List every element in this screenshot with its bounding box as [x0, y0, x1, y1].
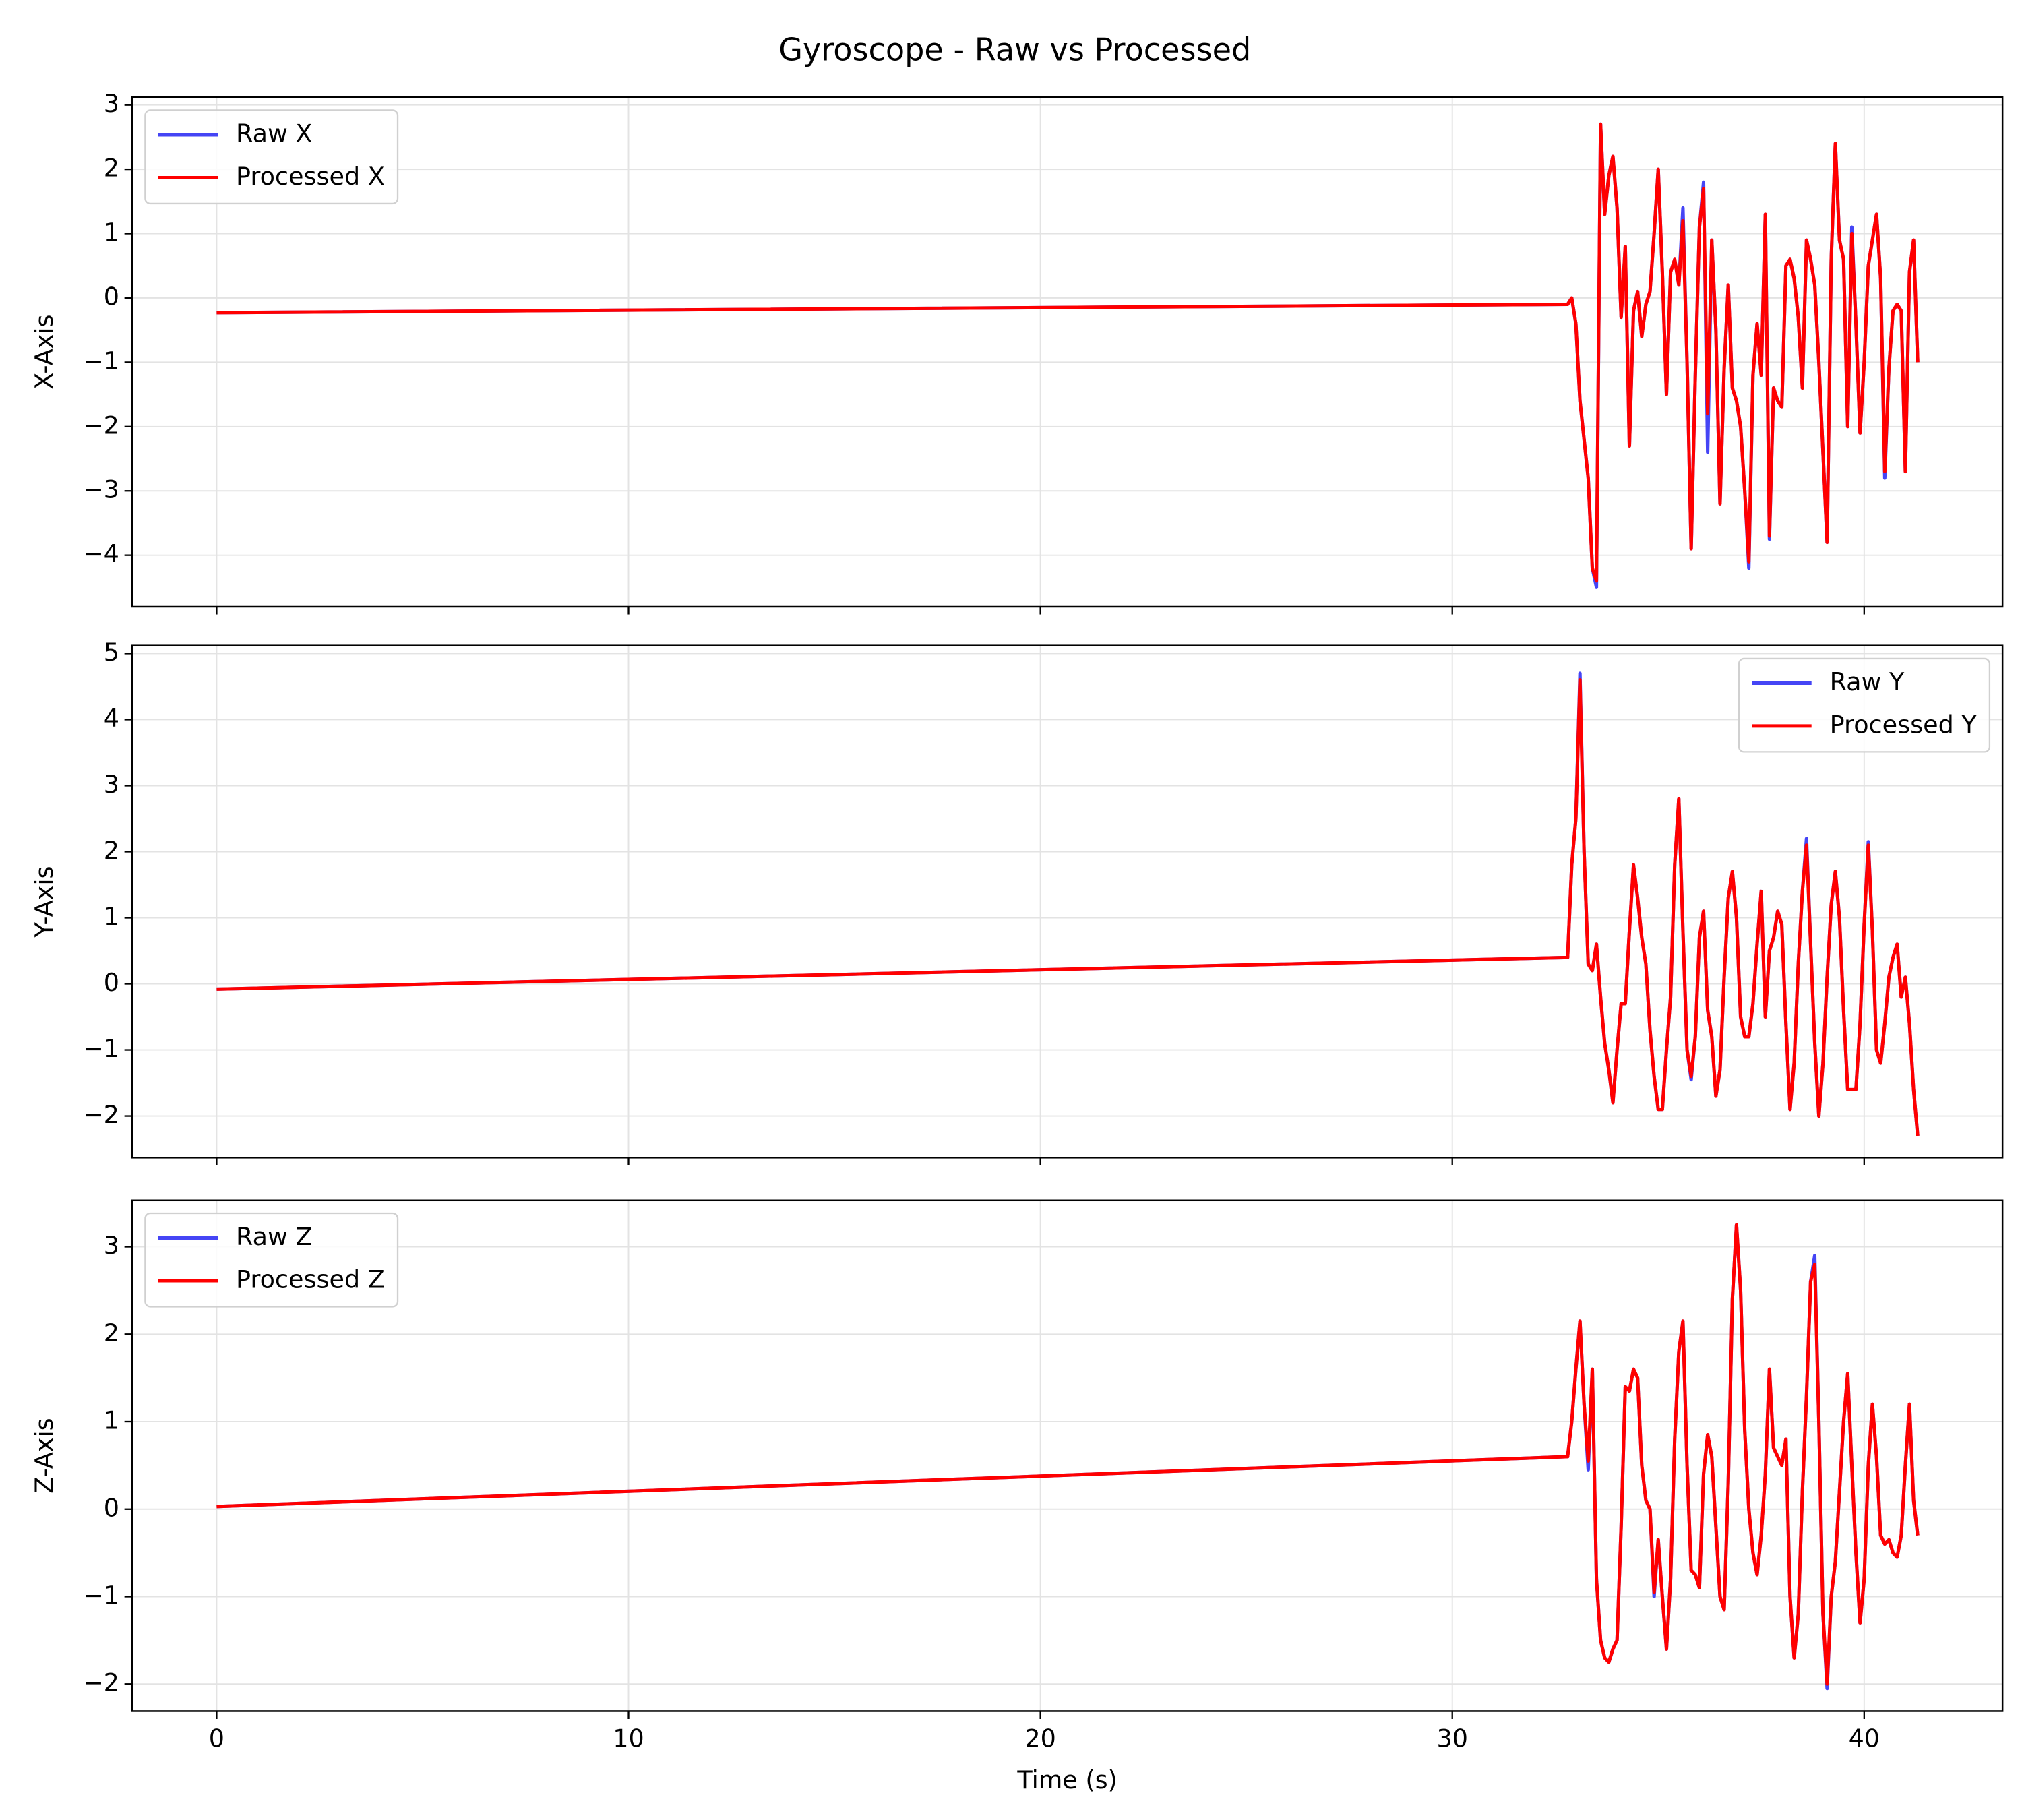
legend-label: Processed Y	[1830, 710, 1978, 739]
y-tick-label: −2	[83, 1668, 119, 1697]
y-tick-label: −1	[83, 1581, 119, 1610]
y-tick-label: 0	[104, 282, 119, 311]
x-tick-label: 10	[613, 1724, 644, 1753]
x-tick-label: 30	[1436, 1724, 1467, 1753]
y-tick-label: −1	[83, 346, 119, 375]
series-line	[216, 122, 1920, 583]
y-tick-label: −1	[83, 1034, 119, 1063]
y-tick-label: 4	[104, 704, 119, 733]
y-tick-label: 2	[104, 154, 119, 183]
axes-frame	[131, 96, 2004, 608]
y-axis-label: Y-Axis	[30, 866, 59, 938]
y-tick-label: 0	[104, 1493, 119, 1522]
axes-frame	[131, 644, 2004, 1159]
y-tick-label: 0	[104, 968, 119, 997]
legend: Raw Z Processed Z	[144, 1212, 399, 1308]
y-axis-label: X-Axis	[30, 314, 59, 389]
y-tick-label: −3	[83, 475, 119, 504]
legend: Raw Y Processed Y	[1738, 657, 1991, 753]
legend: Raw X Processed X	[144, 109, 399, 205]
axes-frame	[131, 1199, 2004, 1712]
y-tick-label: 5	[104, 638, 119, 667]
legend-label: Processed X	[236, 162, 385, 191]
x-axis-label: Time (s)	[1016, 1765, 1117, 1794]
figure-title: Gyroscope - Raw vs Processed	[778, 31, 1251, 67]
y-axis-label: Z-Axis	[30, 1418, 59, 1494]
y-tick-label: 3	[104, 89, 119, 118]
legend-label: Raw Z	[236, 1222, 312, 1251]
y-tick-label: 2	[104, 1318, 119, 1347]
y-tick-label: −2	[83, 1100, 119, 1129]
y-tick-label: 3	[104, 1231, 119, 1260]
y-tick-label: −2	[83, 411, 119, 439]
x-tick-label: 20	[1024, 1724, 1055, 1753]
series-line	[216, 678, 1920, 1136]
x-tick-label: 0	[209, 1724, 224, 1753]
legend-label: Raw Y	[1830, 667, 1905, 696]
y-tick-label: 1	[104, 902, 119, 931]
y-tick-label: −4	[83, 539, 119, 568]
legend-label: Raw X	[236, 119, 312, 148]
series-line	[216, 1223, 1920, 1686]
legend-label: Processed Z	[236, 1265, 385, 1294]
y-tick-label: 1	[104, 1406, 119, 1435]
y-tick-label: 2	[104, 836, 119, 865]
y-tick-label: 3	[104, 770, 119, 799]
y-tick-label: 1	[104, 218, 119, 247]
x-tick-label: 40	[1849, 1724, 1880, 1753]
